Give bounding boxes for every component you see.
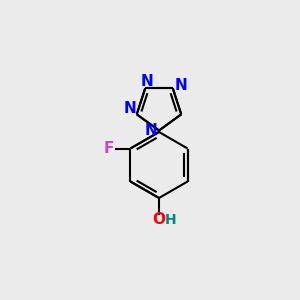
Text: N: N (175, 78, 188, 93)
Text: F: F (103, 141, 114, 156)
Text: N: N (124, 101, 136, 116)
Text: N: N (144, 123, 157, 138)
Text: N: N (140, 74, 153, 89)
Text: O: O (152, 212, 166, 226)
Text: H: H (165, 214, 176, 227)
